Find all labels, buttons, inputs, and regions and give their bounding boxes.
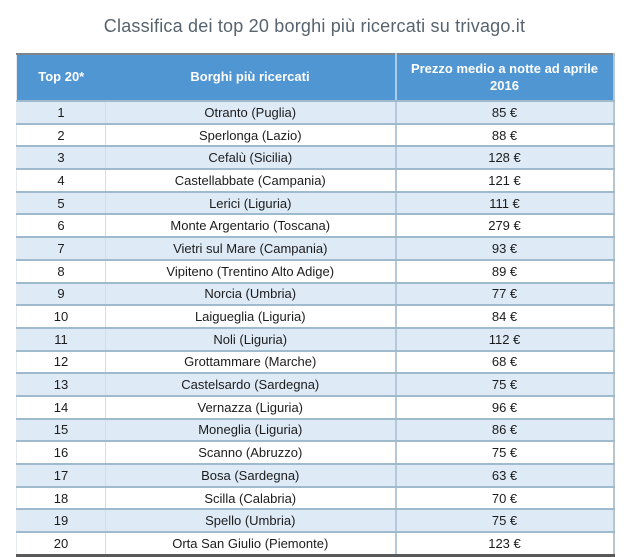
price-cell: 93 € — [394, 237, 614, 261]
price-cell: 75 € — [394, 373, 614, 397]
borgo-cell: Otranto (Puglia) — [105, 101, 396, 125]
page-title: Classifica dei top 20 borghi più ricerca… — [103, 16, 526, 36]
price-cell: 75 € — [394, 441, 614, 465]
rank-cell: 17 — [16, 464, 106, 488]
table-row: 6 Monte Argentario (Toscana) 279 € — [16, 214, 614, 239]
rank-cell: 1 — [16, 101, 106, 125]
rank-cell: 9 — [16, 282, 106, 307]
rank-cell: 20 — [16, 532, 106, 557]
table-row: 3 Cefalù (Sicilia) 128 € — [16, 146, 614, 171]
table-row: 14 Vernazza (Liguria) 96 € — [16, 395, 614, 420]
borgo-cell: Sperlonga (Lazio) — [105, 123, 396, 148]
table-body: 1 Otranto (Puglia) 85 €2 Sperlonga (Lazio) 8… — [16, 101, 614, 557]
borgo-cell: Orta San Giulio (Piemonte) — [105, 532, 396, 557]
borgo-cell: Bosa (Sardegna) — [105, 464, 396, 488]
column-header-rank: Top 20* — [16, 54, 106, 102]
table-row: 8 Vipiteno (Trentino Alto Adige) 89 € — [16, 259, 614, 284]
rank-cell: 13 — [16, 373, 106, 397]
table-row: 11 Noli (Liguria) 112 € — [16, 327, 614, 352]
table-row: 1 Otranto (Puglia) 85 € — [16, 101, 614, 125]
table-row: 16 Scanno (Abruzzo) 75 € — [16, 441, 614, 465]
borgo-cell: Cefalù (Sicilia) — [105, 146, 396, 171]
rank-cell: 14 — [16, 395, 106, 420]
rank-cell: 8 — [16, 259, 106, 284]
borgo-cell: Monte Argentario (Toscana) — [105, 214, 396, 239]
rank-cell: 6 — [16, 214, 106, 239]
borgo-cell: Spello (Umbria) — [105, 509, 396, 534]
rank-cell: 15 — [16, 418, 106, 443]
rank-cell: 16 — [16, 441, 106, 465]
price-cell: 89 € — [394, 259, 614, 284]
price-cell: 75 € — [394, 509, 614, 534]
borgo-cell: Noli (Liguria) — [105, 327, 396, 352]
table-row: 17 Bosa (Sardegna) 63 € — [16, 464, 614, 488]
price-cell: 121 € — [394, 169, 614, 193]
rank-cell: 3 — [16, 146, 106, 171]
column-header-price: Prezzo medio a notte ad aprile 2016 — [394, 54, 614, 102]
price-cell: 88 € — [394, 123, 614, 148]
table-row: 19 Spello (Umbria) 75 € — [16, 509, 614, 534]
price-cell: 84 € — [394, 305, 614, 329]
borghi-ranking-table: Top 20* Borghi più ricercati Prezzo medi… — [16, 53, 615, 557]
borgo-cell: Scilla (Calabria) — [105, 486, 396, 511]
table-row: 5 Lerici (Liguria) 111 € — [16, 191, 614, 216]
borgo-cell: Grottammare (Marche) — [105, 350, 396, 375]
table-row: 15 Moneglia (Liguria) 86 € — [16, 418, 614, 443]
table-row: 13 Castelsardo (Sardegna) 75 € — [16, 373, 614, 397]
borgo-cell: Lerici (Liguria) — [105, 191, 396, 216]
borgo-cell: Laigueglia (Liguria) — [105, 305, 396, 329]
borgo-cell: Scanno (Abruzzo) — [105, 441, 396, 465]
rank-cell: 18 — [16, 486, 106, 511]
price-cell: 86 € — [394, 418, 614, 443]
price-cell: 63 € — [394, 464, 614, 488]
borgo-cell: Vernazza (Liguria) — [105, 395, 396, 420]
rank-cell: 12 — [16, 350, 106, 375]
rank-cell: 2 — [16, 123, 106, 148]
price-cell: 279 € — [394, 214, 614, 239]
price-cell: 123 € — [394, 532, 614, 557]
price-cell: 77 € — [394, 282, 614, 307]
table-row: 2 Sperlonga (Lazio) 88 € — [16, 123, 614, 148]
price-cell: 128 € — [394, 146, 614, 171]
borgo-cell: Moneglia (Liguria) — [105, 418, 396, 443]
table-header: Top 20* Borghi più ricercati Prezzo medi… — [16, 54, 614, 102]
table-row: 10 Laigueglia (Liguria) 84 € — [16, 305, 614, 329]
price-cell: 70 € — [394, 486, 614, 511]
price-cell: 68 € — [394, 350, 614, 375]
column-header-borgo: Borghi più ricercati — [105, 54, 396, 102]
rank-cell: 11 — [16, 327, 106, 352]
borgo-cell: Norcia (Umbria) — [105, 282, 396, 307]
table-row: 9 Norcia (Umbria) 77 € — [16, 282, 614, 307]
table-row: 12 Grottammare (Marche) 68 € — [16, 350, 614, 375]
rank-cell: 10 — [16, 305, 106, 329]
rank-cell: 4 — [16, 169, 106, 193]
table-row: 18 Scilla (Calabria) 70 € — [16, 486, 614, 511]
table-row: 7 Vietri sul Mare (Campania) 93 € — [16, 237, 614, 261]
rank-cell: 19 — [16, 509, 106, 534]
borgo-cell: Vipiteno (Trentino Alto Adige) — [105, 259, 396, 284]
price-cell: 96 € — [394, 395, 614, 420]
borgo-cell: Vietri sul Mare (Campania) — [105, 237, 396, 261]
borgo-cell: Castelsardo (Sardegna) — [105, 373, 396, 397]
price-cell: 85 € — [394, 101, 614, 125]
rank-cell: 7 — [16, 237, 106, 261]
borgo-cell: Castellabbate (Campania) — [105, 169, 396, 193]
price-cell: 111 € — [394, 191, 614, 216]
table-row: 20 Orta San Giulio (Piemonte) 123 € — [16, 532, 614, 557]
rank-cell: 5 — [16, 191, 106, 216]
price-cell: 112 € — [394, 327, 614, 352]
table-row: 4 Castellabbate (Campania) 121 € — [16, 169, 614, 193]
